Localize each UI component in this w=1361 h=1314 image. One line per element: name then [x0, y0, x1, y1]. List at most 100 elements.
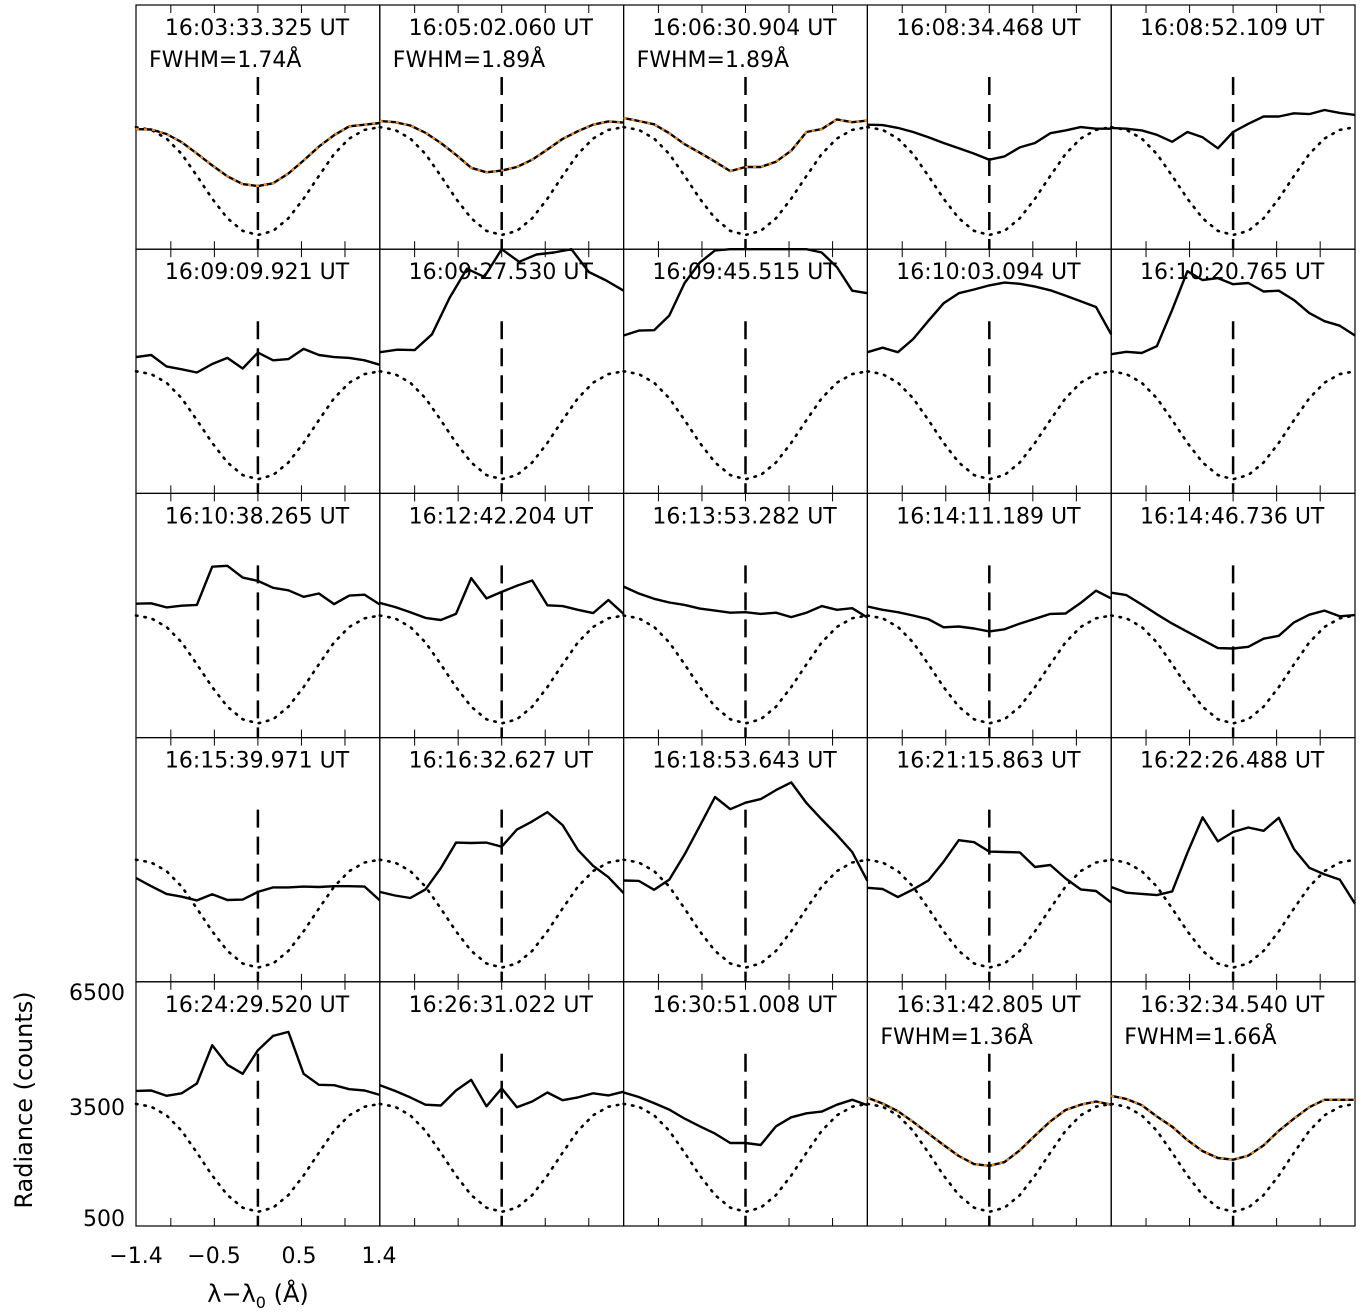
observed-profile — [623, 247, 868, 337]
x-tick-neg-0-5: −0.5 — [187, 1244, 240, 1269]
reference-profile — [1109, 614, 1357, 725]
observed-profile — [1110, 816, 1357, 905]
panel-13: 16:13:53.282 UT — [622, 492, 869, 739]
panel-timestamp: 16:13:53.282 UT — [652, 504, 837, 529]
panel-17: 16:16:32.627 UT — [378, 736, 625, 983]
reference-profile — [866, 369, 1113, 481]
reference-profile — [1109, 125, 1357, 237]
reference-profile — [378, 614, 625, 725]
reference-profile — [378, 125, 625, 237]
panel-timestamp: 16:18:53.643 UT — [652, 749, 837, 774]
reference-profile — [134, 614, 382, 725]
reference-profile — [378, 1102, 625, 1214]
observed-profile — [135, 347, 381, 374]
panel-19: 16:21:15.863 UT — [866, 736, 1113, 983]
reference-profile — [866, 1102, 1113, 1214]
panel-timestamp: 16:08:34.468 UT — [896, 16, 1081, 41]
panel-12: 16:12:42.204 UT — [378, 492, 625, 739]
panel-7: 16:09:27.530 UT — [378, 247, 625, 494]
panel-5: 16:08:52.109 UT — [1109, 4, 1357, 250]
panel-15: 16:14:46.736 UT — [1109, 492, 1357, 739]
panel-timestamp: 16:14:11.189 UT — [896, 504, 1081, 529]
panel-24: 16:31:42.805 UT FWHM=1.36Å — [866, 981, 1113, 1227]
reference-profile — [622, 125, 869, 237]
panel-timestamp: 16:09:45.515 UT — [652, 260, 837, 285]
reference-profile — [134, 369, 382, 481]
panel-fwhm: FWHM=1.36Å — [880, 1023, 1032, 1050]
gaussian-fit — [379, 120, 624, 174]
panel-grid: 16:03:33.325 UT FWHM=1.74Å 16:05:02.060 UT… — [134, 4, 1357, 1227]
reference-profile — [1109, 858, 1357, 969]
panel-23: 16:30:51.008 UT — [622, 981, 869, 1227]
x-axis-label-subscript: 0 — [256, 1293, 266, 1312]
panel-timestamp: 16:32:34.540 UT — [1140, 993, 1325, 1018]
gaussian-fit — [867, 1096, 1112, 1167]
panel-8: 16:09:45.515 UT — [622, 247, 869, 494]
panel-20: 16:22:26.488 UT — [1109, 736, 1357, 983]
panel-timestamp: 16:03:33.325 UT — [165, 16, 350, 41]
panel-21: 16:24:29.520 UT — [134, 981, 382, 1227]
panel-14: 16:14:11.189 UT — [866, 492, 1113, 739]
panel-fwhm: FWHM=1.74Å — [149, 46, 301, 73]
reference-profile — [866, 125, 1113, 237]
x-tick-neg-1-4: −1.4 — [109, 1244, 162, 1269]
panel-18: 16:18:53.643 UT — [622, 736, 869, 983]
x-axis-label-main: λ−λ — [207, 1280, 256, 1308]
x-tick-1-4: 1.4 — [362, 1244, 397, 1269]
observed-profile — [379, 1078, 624, 1109]
panel-timestamp: 16:05:02.060 UT — [409, 16, 594, 41]
panel-16: 16:15:39.971 UT — [134, 736, 382, 983]
panel-timestamp: 16:12:42.204 UT — [409, 504, 594, 529]
reference-profile — [1109, 369, 1357, 481]
panel-timestamp: 16:09:09.921 UT — [165, 260, 350, 285]
reference-profile — [622, 858, 869, 969]
observed-profile — [379, 576, 625, 622]
observed-profile — [623, 1091, 868, 1147]
reference-profile — [866, 614, 1113, 725]
panel-timestamp: 16:06:30.904 UT — [652, 16, 837, 41]
panel-timestamp: 16:24:29.520 UT — [165, 993, 350, 1018]
panel-6: 16:09:09.921 UT — [134, 248, 382, 494]
panel-timestamp: 16:10:38.265 UT — [165, 504, 350, 529]
panel-timestamp: 16:22:26.488 UT — [1140, 749, 1325, 774]
x-axis-label-unit: (Å) — [266, 1279, 309, 1308]
observed-profile — [867, 281, 1113, 354]
panel-25: 16:32:34.540 UT FWHM=1.66Å — [1109, 981, 1357, 1227]
observed-profile — [867, 839, 1112, 904]
observed-profile — [867, 123, 1112, 161]
panel-22: 16:26:31.022 UT — [378, 981, 625, 1227]
reference-profile — [378, 858, 625, 969]
observed-profile — [623, 585, 869, 619]
x-axis-label: λ−λ0 (Å) — [207, 1279, 308, 1312]
panel-4: 16:08:34.468 UT — [866, 4, 1113, 250]
observed-profile — [379, 247, 625, 354]
outer-axes: 6500 3500 500 Radiance (counts) −1.4 −0.… — [10, 981, 397, 1312]
observed-profile — [1111, 108, 1356, 150]
panel-2: 16:05:02.060 UT FWHM=1.89Å — [378, 4, 625, 250]
observed-profile — [379, 810, 625, 900]
observed-profile — [1111, 591, 1356, 650]
observed-profile — [1111, 270, 1356, 356]
panel-timestamp: 16:08:52.109 UT — [1140, 16, 1325, 41]
reference-profile — [134, 858, 382, 969]
panel-10: 16:10:20.765 UT — [1109, 248, 1357, 494]
panel-timestamp: 16:10:03.094 UT — [896, 260, 1081, 285]
panel-timestamp: 16:09:27.530 UT — [409, 260, 594, 285]
panel-fwhm: FWHM=1.89Å — [393, 46, 545, 73]
panel-timestamp: 16:10:20.765 UT — [1140, 260, 1325, 285]
reference-profile — [622, 1102, 869, 1214]
observed-profile — [135, 876, 381, 902]
reference-profile — [622, 369, 869, 481]
panel-timestamp: 16:14:46.736 UT — [1140, 504, 1325, 529]
y-tick-3500: 3500 — [69, 1096, 125, 1121]
reference-profile — [622, 614, 869, 725]
panel-9: 16:10:03.094 UT — [866, 248, 1113, 494]
reference-profile — [378, 369, 625, 481]
y-axis-label: Radiance (counts) — [10, 991, 38, 1208]
observed-profile — [1110, 1094, 1355, 1161]
panel-11: 16:10:38.265 UT — [134, 492, 382, 739]
observed-profile — [135, 1030, 381, 1098]
panel-timestamp: 16:21:15.863 UT — [896, 749, 1081, 774]
observed-profile — [867, 589, 1112, 633]
